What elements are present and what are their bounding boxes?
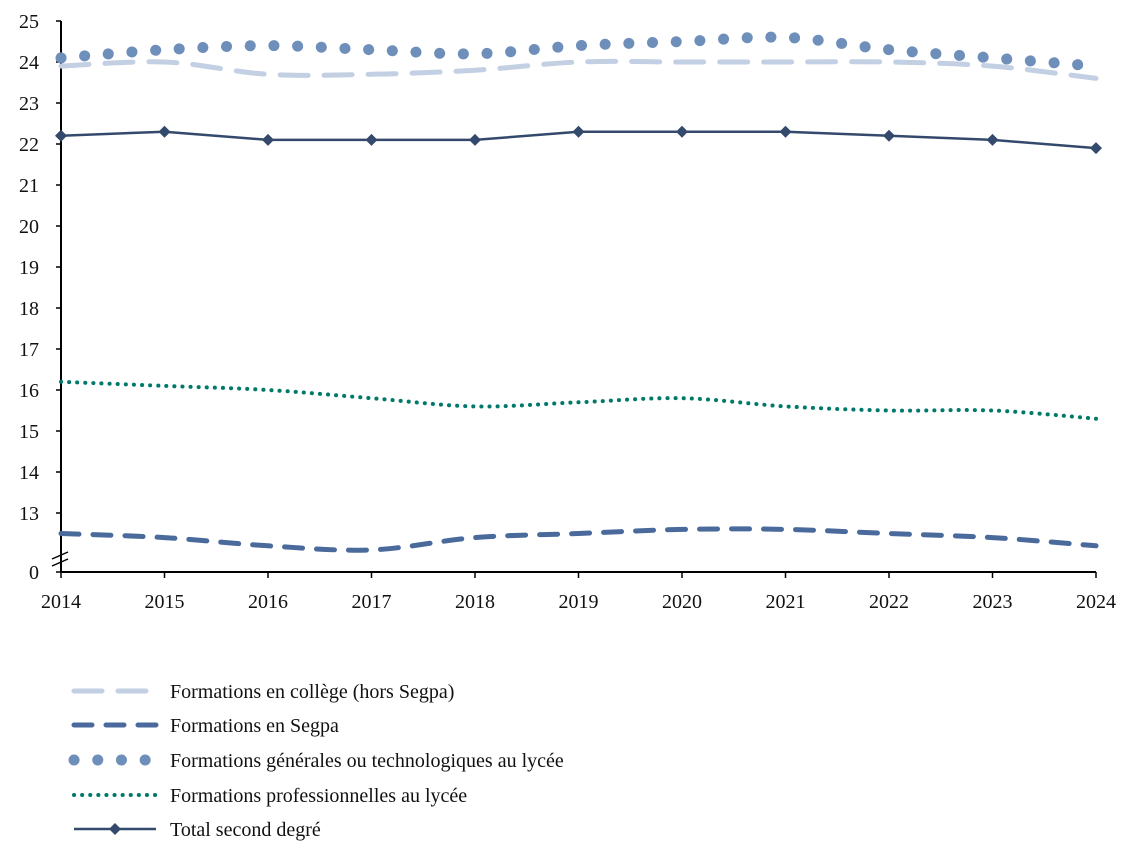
- data-point-marker: [986, 133, 999, 146]
- x-tick-label: 2022: [869, 591, 909, 613]
- data-point-marker: [676, 125, 688, 138]
- y-tick-label: 0: [29, 562, 39, 584]
- data-point-marker: [365, 133, 378, 146]
- legend-diamond-icon: [109, 823, 121, 835]
- y-tick-label: 17: [19, 339, 39, 361]
- y-tick-label: 23: [19, 93, 39, 115]
- y-tick-label: 20: [19, 216, 39, 238]
- x-tick-label: 2016: [248, 591, 288, 613]
- legend-label: Formations en collège (hors Segpa): [170, 681, 454, 703]
- x-tick-label: 2023: [973, 591, 1013, 613]
- x-tick-label: 2018: [455, 591, 495, 613]
- x-tick-label: 2020: [662, 591, 702, 613]
- x-tick-label: 2014: [41, 591, 81, 613]
- legend: Formations en collège (hors Segpa) Format…: [68, 681, 564, 841]
- series-1: [58, 526, 1099, 553]
- series-0: [58, 58, 1099, 81]
- x-tick-label: 2017: [352, 591, 392, 613]
- series-group: [55, 31, 1102, 553]
- y-tick-label: 15: [19, 421, 39, 443]
- x-tick-label: 2019: [559, 591, 599, 613]
- series-2: [55, 31, 1102, 72]
- data-point-marker: [572, 125, 585, 138]
- data-point-marker: [262, 133, 274, 146]
- y-tick-label: 13: [19, 503, 39, 525]
- y-tick-label: 25: [19, 11, 39, 33]
- y-tick-label: 19: [19, 257, 39, 279]
- data-point-marker: [55, 129, 67, 142]
- legend-label: Formations en Segpa: [170, 715, 339, 737]
- y-tick-label: 24: [19, 52, 39, 74]
- series-3: [59, 379, 1098, 421]
- y-tick-label: 16: [19, 380, 39, 402]
- data-point-marker: [158, 125, 171, 138]
- axis-break-mark: [51, 558, 69, 567]
- y-tick-label: 21: [19, 175, 39, 197]
- y-tick-label: 18: [19, 298, 39, 320]
- y-tick-label: 14: [19, 462, 39, 484]
- series-line: [58, 526, 1099, 553]
- legend-label: Total second degré: [170, 819, 321, 841]
- legend-label: Formations générales ou technologiques a…: [170, 750, 564, 772]
- x-tick-label: 2015: [145, 591, 185, 613]
- series-4: [55, 125, 1102, 155]
- data-point-marker: [779, 125, 792, 138]
- data-point-marker: [883, 129, 895, 142]
- legend-label: Formations professionnelles au lycée: [170, 785, 467, 807]
- series-line: [55, 31, 1102, 72]
- x-tick-label: 2024: [1076, 591, 1116, 613]
- x-tick-label: 2021: [766, 591, 806, 613]
- series-line: [59, 379, 1098, 421]
- axis-break-mark: [51, 551, 69, 560]
- data-point-marker: [469, 133, 481, 146]
- data-point-marker: [1090, 142, 1102, 155]
- series-line: [58, 58, 1099, 81]
- y-tick-label: 22: [19, 134, 39, 156]
